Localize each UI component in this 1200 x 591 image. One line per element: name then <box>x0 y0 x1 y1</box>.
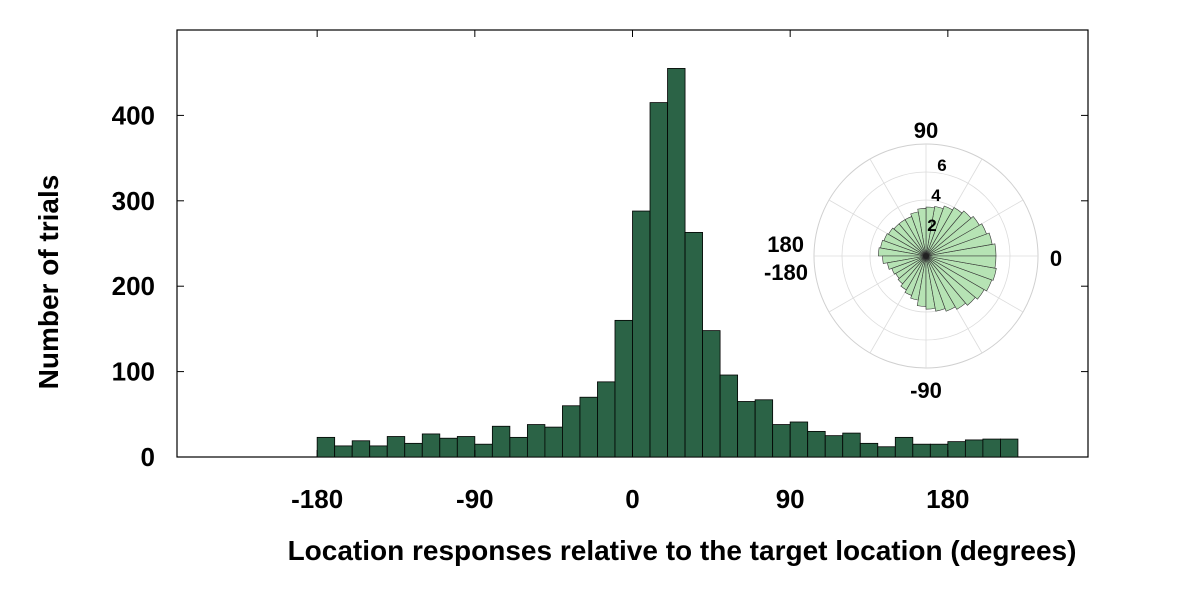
x-tick-label: 0 <box>625 484 639 514</box>
polar-label-minus-180: -180 <box>764 260 808 285</box>
histogram-bar <box>597 381 616 458</box>
x-tick-label: -180 <box>291 484 343 514</box>
histogram-bar <box>579 396 598 458</box>
histogram-bar <box>474 443 493 458</box>
histogram-bar <box>614 319 633 458</box>
y-tick-label: 400 <box>112 100 155 130</box>
histogram-bar <box>842 432 861 458</box>
y-axis-title: Number of trials <box>33 175 64 390</box>
polar-label-180: 180 <box>767 232 804 257</box>
histogram-bar <box>456 436 476 458</box>
y-tick-label: 100 <box>112 357 155 387</box>
histogram-bar <box>737 401 756 458</box>
histogram-bar <box>982 438 1001 458</box>
histogram-bar <box>386 436 406 458</box>
histogram-bar <box>824 435 844 458</box>
histogram-bars <box>316 68 1019 458</box>
polar-rtick-2: 2 <box>927 216 936 235</box>
polar-bar <box>925 255 997 269</box>
polar-bar <box>925 207 963 257</box>
histogram-bar <box>894 436 914 458</box>
histogram-bar <box>351 440 371 458</box>
polar-bar <box>891 255 927 275</box>
polar-label-90: 90 <box>914 118 938 143</box>
polar-bar <box>925 205 954 257</box>
x-tick-label: 180 <box>926 484 969 514</box>
polar-bar <box>925 255 997 281</box>
polar-bar <box>878 247 927 257</box>
polar-bar <box>925 210 972 257</box>
y-tick-label: 200 <box>112 271 155 301</box>
y-tick-label: 300 <box>112 186 155 216</box>
histogram-bar <box>544 426 563 458</box>
polar-rtick-6: 6 <box>937 156 946 175</box>
polar-bar <box>925 223 987 257</box>
histogram-bar <box>684 231 703 458</box>
histogram-bar <box>632 210 651 458</box>
polar-label-minus-90: -90 <box>910 378 942 403</box>
histogram-bar <box>754 399 774 458</box>
histogram-bar <box>1000 438 1019 458</box>
polar-center <box>923 253 929 259</box>
histogram-bar <box>702 330 721 458</box>
histogram-bar <box>789 421 809 458</box>
polar-bar <box>925 215 980 257</box>
histogram-bar <box>439 437 458 458</box>
histogram-ticks: -180 -90 0 90 180 0 100 200 300 400 <box>112 30 1088 514</box>
histogram-bar <box>509 436 528 458</box>
histogram-bar <box>877 446 896 458</box>
histogram-bar <box>334 445 353 458</box>
histogram-bar <box>667 68 686 458</box>
histogram-bar <box>491 425 511 458</box>
histogram-bar <box>964 439 984 458</box>
polar-rtick-4: 4 <box>931 186 941 205</box>
histogram-bar <box>404 442 423 458</box>
x-tick-label: -90 <box>456 484 494 514</box>
histogram-bar <box>719 374 739 458</box>
histogram-bar <box>562 405 581 458</box>
histogram-bar <box>929 443 949 458</box>
histogram-bar <box>912 443 931 458</box>
x-axis-title: Location responses relative to the targe… <box>288 535 1077 566</box>
histogram-bar <box>421 433 441 458</box>
histogram-bar <box>947 441 966 458</box>
y-tick-label: 0 <box>141 442 155 472</box>
polar-bar <box>925 206 935 257</box>
polar-bar <box>925 206 944 257</box>
histogram-bar <box>807 430 826 458</box>
histogram-bar <box>316 436 336 458</box>
histogram-bar <box>859 442 879 458</box>
histogram-bar <box>649 102 668 458</box>
histogram-bar <box>526 424 546 458</box>
x-tick-label: 90 <box>776 484 805 514</box>
histogram-bar <box>772 424 791 458</box>
polar-label-0: 0 <box>1050 246 1062 271</box>
histogram-bar <box>369 445 388 458</box>
polar-inset <box>813 143 1039 369</box>
